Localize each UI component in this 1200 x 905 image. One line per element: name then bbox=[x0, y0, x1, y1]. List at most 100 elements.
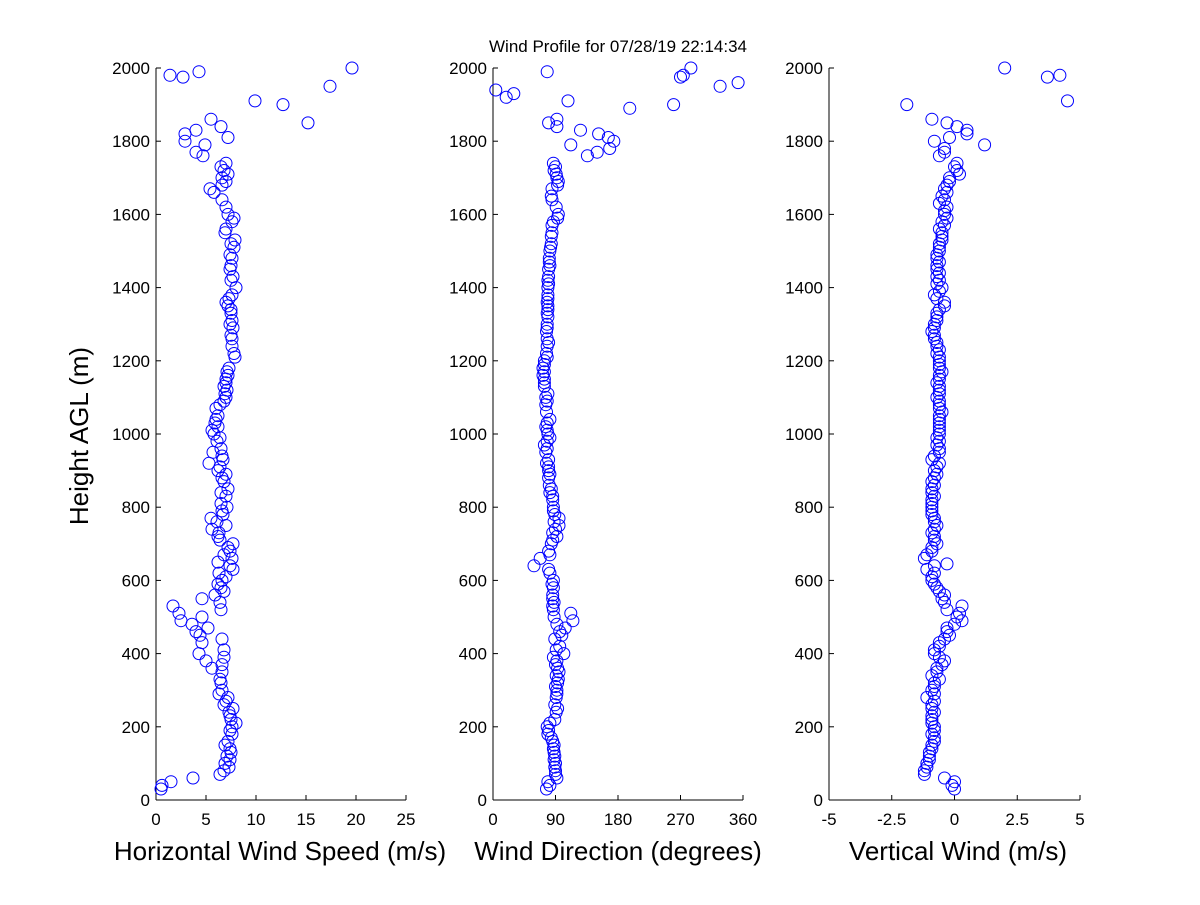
data-point bbox=[932, 639, 946, 653]
data-point bbox=[537, 379, 551, 393]
data-point bbox=[552, 519, 566, 532]
data-point bbox=[542, 116, 556, 130]
data-point bbox=[540, 434, 554, 448]
data-point bbox=[218, 756, 232, 770]
data-point bbox=[542, 453, 556, 467]
x-tick-label: 0 bbox=[488, 810, 497, 829]
data-point bbox=[927, 471, 941, 485]
x-axis-label: Wind Direction (degrees) bbox=[474, 836, 762, 866]
data-point bbox=[217, 164, 231, 177]
data-point bbox=[540, 416, 554, 430]
x-tick-label: 90 bbox=[546, 810, 565, 829]
data-point bbox=[211, 420, 225, 434]
data-point bbox=[546, 500, 560, 514]
data-point bbox=[932, 266, 946, 280]
x-tick-label: 5 bbox=[1075, 810, 1084, 829]
data-point bbox=[948, 617, 961, 631]
chart-title: Wind Profile for 07/28/19 22:14:34 bbox=[489, 37, 747, 56]
data-point bbox=[932, 255, 946, 269]
y-tick-label: 800 bbox=[459, 498, 487, 517]
data-point bbox=[925, 713, 939, 726]
data-point bbox=[932, 398, 946, 412]
y-tick-label: 2000 bbox=[785, 59, 823, 78]
data-point bbox=[217, 698, 231, 712]
data-point bbox=[222, 292, 236, 306]
data-point bbox=[938, 595, 951, 609]
y-tick-label: 1400 bbox=[449, 279, 487, 298]
data-point bbox=[925, 669, 939, 683]
data-point bbox=[224, 259, 238, 273]
x-tick-label: 0 bbox=[950, 810, 959, 829]
data-point bbox=[927, 134, 941, 148]
data-point bbox=[932, 383, 946, 397]
y-axis-label: Height AGL (m) bbox=[64, 347, 94, 525]
data-point bbox=[540, 332, 554, 346]
data-point bbox=[713, 79, 727, 93]
data-point bbox=[978, 138, 992, 152]
data-point bbox=[214, 442, 228, 456]
data-point bbox=[623, 101, 637, 115]
x-tick-label: 2.5 bbox=[1005, 810, 1029, 829]
data-point bbox=[198, 138, 212, 152]
data-point bbox=[550, 120, 564, 134]
data-point bbox=[935, 405, 949, 419]
data-point bbox=[218, 738, 232, 752]
data-point bbox=[927, 332, 941, 346]
data-point bbox=[731, 76, 745, 90]
data-point bbox=[224, 237, 238, 251]
data-point bbox=[927, 566, 941, 580]
data-point bbox=[557, 647, 571, 661]
data-point bbox=[195, 636, 209, 650]
data-point bbox=[943, 175, 956, 188]
data-point bbox=[930, 310, 944, 324]
data-point bbox=[925, 683, 939, 697]
data-point bbox=[539, 390, 553, 404]
data-point bbox=[276, 98, 290, 112]
data-point bbox=[955, 599, 969, 613]
data-point bbox=[927, 515, 941, 529]
data-point bbox=[550, 530, 564, 543]
data-point bbox=[195, 592, 209, 606]
data-point bbox=[219, 200, 233, 214]
data-point bbox=[948, 775, 961, 789]
data-point bbox=[943, 131, 956, 144]
data-point bbox=[667, 98, 681, 112]
y-tick-label: 1800 bbox=[112, 132, 150, 151]
data-point bbox=[215, 193, 229, 207]
data-point bbox=[189, 625, 203, 639]
data-point bbox=[544, 731, 558, 745]
y-tick-label: 1600 bbox=[112, 205, 150, 224]
data-point bbox=[546, 215, 560, 229]
data-point bbox=[166, 599, 180, 613]
data-point bbox=[221, 541, 235, 554]
data-point bbox=[932, 409, 946, 423]
data-point bbox=[676, 68, 690, 82]
data-point bbox=[932, 387, 946, 401]
data-point bbox=[226, 321, 240, 335]
data-point bbox=[186, 771, 200, 785]
x-tick-label: 25 bbox=[397, 810, 416, 829]
data-point bbox=[943, 171, 956, 185]
data-point bbox=[527, 559, 541, 573]
data-point bbox=[930, 270, 944, 284]
data-point bbox=[940, 621, 954, 635]
data-point bbox=[189, 123, 203, 137]
data-point bbox=[932, 343, 946, 357]
data-point bbox=[932, 361, 946, 375]
data-point bbox=[930, 314, 944, 327]
data-point bbox=[225, 720, 239, 734]
data-point bbox=[549, 200, 563, 214]
data-point bbox=[927, 533, 941, 547]
data-point bbox=[540, 442, 554, 456]
data-point bbox=[938, 295, 951, 309]
data-point bbox=[925, 486, 939, 500]
data-point bbox=[542, 562, 556, 576]
data-point bbox=[938, 771, 951, 785]
y-tick-label: 1200 bbox=[112, 352, 150, 371]
data-point bbox=[558, 621, 572, 635]
x-tick-label: 10 bbox=[247, 810, 266, 829]
data-point bbox=[222, 361, 236, 375]
data-point bbox=[940, 200, 954, 214]
data-point bbox=[537, 376, 551, 390]
